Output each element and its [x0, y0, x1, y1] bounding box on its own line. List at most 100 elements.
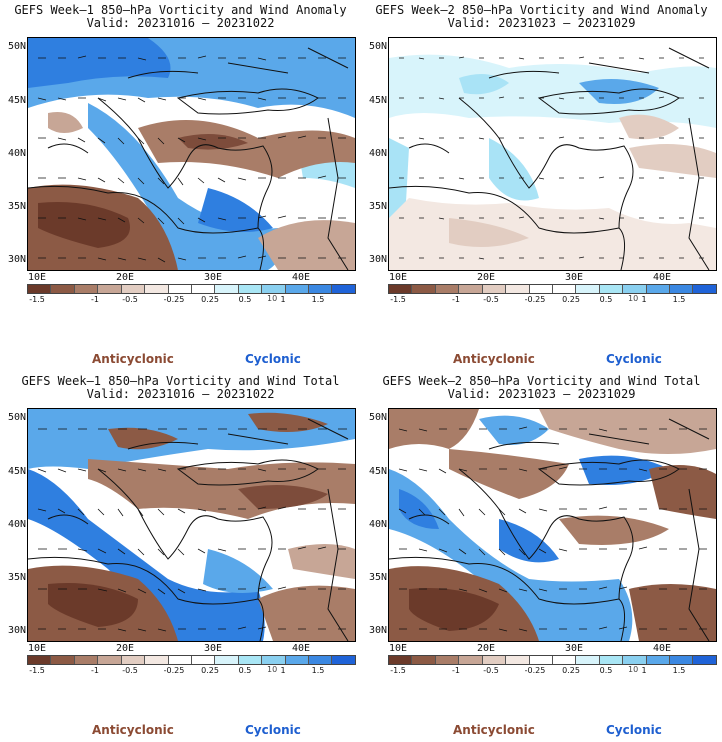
colorbar-swatch — [332, 285, 355, 293]
colorbar-swatch — [529, 285, 553, 293]
colorbar-exponent: 10 — [628, 294, 639, 303]
colorbar-swatch — [168, 285, 192, 293]
colorbar-swatch — [309, 285, 333, 293]
anticyclonic-label: Anticyclonic — [453, 723, 535, 737]
vorticity-map — [388, 37, 717, 271]
colorbar-swatch — [168, 656, 192, 664]
colorbar-tick: 1 — [641, 666, 647, 675]
colorbar-tick: -0.25 — [163, 666, 185, 675]
colorbar-tick: 0.5 — [238, 295, 252, 304]
cyclonic-label: Cyclonic — [606, 723, 662, 737]
colorbar-swatch — [576, 285, 600, 293]
colorbar-tick: 1 — [280, 295, 286, 304]
colorbar-swatch — [646, 656, 671, 664]
panel-title: GEFS Week–1 850–hPa Vorticity and Wind T… — [21, 374, 340, 388]
colorbar-tick: 0.25 — [562, 295, 580, 304]
colorbar-swatch — [670, 285, 694, 293]
lon-label: 10E — [27, 272, 47, 283]
lat-label: 40N — [368, 148, 387, 159]
lat-label: 45N — [7, 466, 26, 477]
lon-label: 20E — [476, 272, 496, 283]
lon-label: 30E — [203, 272, 223, 283]
anticyclonic-label: Anticyclonic — [453, 352, 535, 366]
lat-label: 40N — [7, 519, 26, 530]
panel-week2-total: GEFS Week–2 850–hPa Vorticity and Wind T… — [361, 371, 722, 742]
colorbar-swatch — [74, 285, 99, 293]
colorbar-tick: -1.5 — [390, 295, 406, 304]
lon-label: 20E — [115, 643, 135, 654]
lat-label: 45N — [7, 95, 26, 106]
colorbar-exponent: 10 — [267, 665, 278, 674]
colorbar-swatch — [145, 285, 169, 293]
lon-label: 40E — [291, 643, 311, 654]
colorbar-swatch — [28, 656, 52, 664]
colorbar-swatch — [191, 285, 216, 293]
lon-label: 30E — [203, 643, 223, 654]
colorbar-swatch — [506, 656, 530, 664]
colorbar-tick: -1.5 — [390, 666, 406, 675]
lat-label: 50N — [368, 412, 387, 423]
colorbar-tick: -0.25 — [524, 295, 546, 304]
colorbar-swatch — [51, 656, 75, 664]
colorbar-swatch — [332, 656, 355, 664]
colorbar-swatch — [74, 656, 99, 664]
cyclonic-label: Cyclonic — [245, 352, 301, 366]
colorbar-tick: 0.25 — [201, 666, 219, 675]
colorbar-swatch — [599, 656, 624, 664]
colorbar-tick: 1 — [280, 666, 286, 675]
colorbar-tick: 1 — [641, 295, 647, 304]
colorbar-swatch — [552, 656, 577, 664]
colorbar-tick: 1.5 — [311, 666, 325, 675]
colorbar-swatch — [646, 285, 671, 293]
colorbar-swatch — [412, 285, 436, 293]
lon-label: 40E — [652, 643, 672, 654]
panel-valid-date: Valid: 20231016 – 20231022 — [86, 16, 275, 30]
colorbar-swatch — [238, 656, 263, 664]
colorbar-tick: -1.5 — [29, 666, 45, 675]
colorbar-tick: -0.5 — [122, 295, 138, 304]
colorbar-swatch — [693, 285, 716, 293]
colorbar-swatch — [599, 285, 624, 293]
colorbar — [388, 655, 717, 665]
lat-label: 35N — [368, 572, 387, 583]
colorbar-tick: -1 — [452, 295, 460, 304]
colorbar-exponent: 10 — [628, 665, 639, 674]
colorbar-tick: -1 — [452, 666, 460, 675]
colorbar-swatch — [623, 285, 647, 293]
anticyclonic-label: Anticyclonic — [92, 352, 174, 366]
colorbar-swatch — [459, 656, 483, 664]
panel-week1-anomaly: GEFS Week–1 850–hPa Vorticity and Wind A… — [0, 0, 361, 371]
colorbar-swatch — [552, 285, 577, 293]
colorbar-swatch — [482, 656, 507, 664]
colorbar-tick: 1.5 — [672, 666, 686, 675]
colorbar-swatch — [412, 656, 436, 664]
lon-label: 20E — [115, 272, 135, 283]
colorbar-swatch — [389, 285, 413, 293]
colorbar-exponent: 10 — [267, 294, 278, 303]
lon-label: 30E — [564, 643, 584, 654]
colorbar-swatch — [435, 285, 460, 293]
colorbar-tick: 0.5 — [599, 666, 613, 675]
colorbar-swatch — [506, 285, 530, 293]
colorbar-tick: -1 — [91, 295, 99, 304]
colorbar-swatch — [435, 656, 460, 664]
colorbar-swatch — [623, 656, 647, 664]
lon-label: 30E — [564, 272, 584, 283]
lat-label: 30N — [7, 254, 26, 265]
panel-title: GEFS Week–2 850–hPa Vorticity and Wind A… — [375, 3, 708, 17]
panel-title: GEFS Week–2 850–hPa Vorticity and Wind T… — [382, 374, 701, 388]
colorbar-swatch — [191, 656, 216, 664]
lat-label: 40N — [368, 519, 387, 530]
lat-label: 35N — [368, 201, 387, 212]
lat-label: 35N — [7, 572, 26, 583]
colorbar-swatch — [670, 656, 694, 664]
colorbar-swatch — [576, 656, 600, 664]
colorbar-swatch — [309, 656, 333, 664]
panel-valid-date: Valid: 20231023 – 20231029 — [447, 387, 636, 401]
colorbar-tick: 0.25 — [562, 666, 580, 675]
colorbar-swatch — [98, 285, 122, 293]
lat-label: 30N — [7, 625, 26, 636]
vorticity-map — [388, 408, 717, 642]
colorbar-tick: 0.5 — [599, 295, 613, 304]
lat-label: 45N — [368, 95, 387, 106]
